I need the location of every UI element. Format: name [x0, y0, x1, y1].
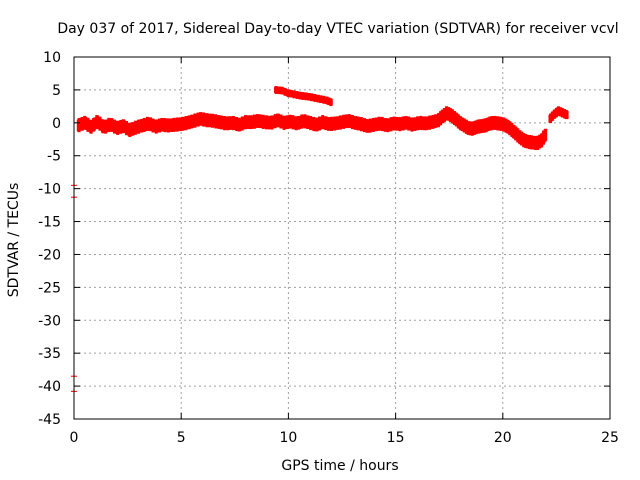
y-tick-label: -25 [38, 280, 61, 296]
chart-title: Day 037 of 2017, Sidereal Day-to-day VTE… [57, 21, 618, 37]
series-2 [548, 106, 569, 124]
y-tick-label: -20 [38, 247, 61, 263]
series-1 [274, 86, 333, 107]
x-tick-label: 10 [279, 430, 297, 446]
y-tick-label: -10 [38, 182, 61, 198]
y-tick-label: 10 [43, 50, 61, 66]
x-tick-label: 15 [387, 430, 405, 446]
x-tick-label: 20 [494, 430, 512, 446]
y-tick-label: -35 [38, 346, 61, 362]
x-axis-label: GPS time / hours [281, 458, 398, 474]
x-tick-label: 25 [601, 430, 619, 446]
y-tick-label: -5 [47, 149, 61, 165]
y-axis-label: SDTVAR / TECUs [6, 183, 22, 298]
series-0 [76, 106, 548, 150]
x-tick-label: 0 [70, 430, 79, 446]
y-tick-label: -30 [38, 313, 61, 329]
axis-ticks: 0 5 10 15 20 25 10 5 0 -5 -10 -15 -20 -25 -30 -35 -40 -45 [38, 50, 619, 446]
y-tick-label: 5 [52, 83, 61, 99]
x-tick-label: 5 [177, 430, 186, 446]
plot-area-border [73, 56, 611, 420]
y-tick-label: -15 [38, 215, 61, 231]
gridlines [74, 57, 610, 419]
y-tick-label: 0 [52, 116, 61, 132]
data-marks [71, 86, 569, 395]
y-tick-label: -45 [38, 412, 61, 428]
y-tick-label: -40 [38, 379, 61, 395]
